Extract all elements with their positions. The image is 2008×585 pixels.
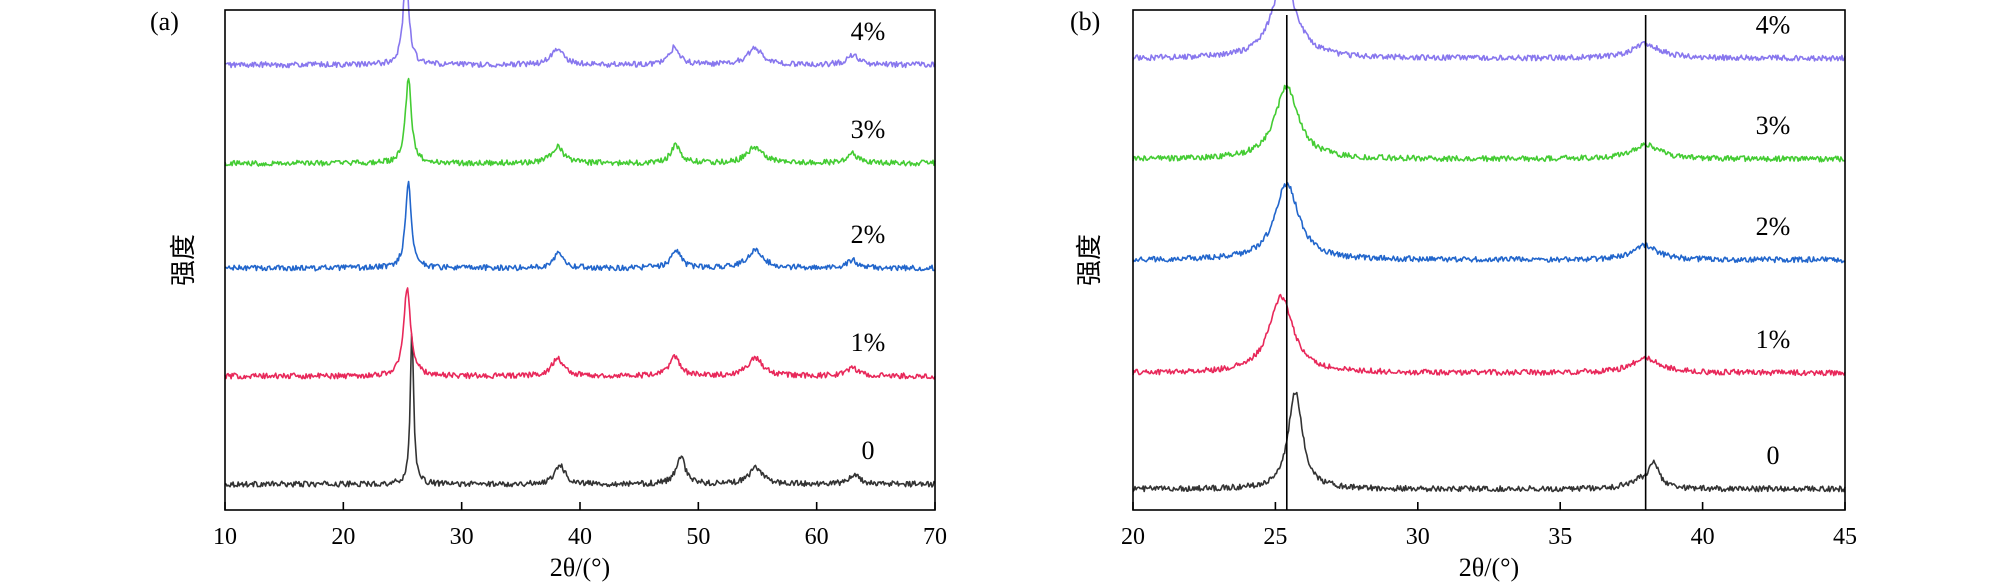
x-tick-label-5: 45 xyxy=(1833,524,1857,550)
series-label-1-0: 0 xyxy=(1767,441,1780,470)
series-line-1-1 xyxy=(1132,293,1846,377)
x-tick-label-4: 50 xyxy=(686,524,710,550)
panel-a: 0 1% 2% 3% 4% 10 20 30 40 50 60 70 2θ/(°) 强度 (a) xyxy=(150,0,947,582)
series-label-1-1: 1% xyxy=(1756,325,1791,354)
series-label-1-3: 3% xyxy=(1756,111,1791,140)
x-tick-label-1: 20 xyxy=(331,524,355,550)
y-axis-title: 强度 xyxy=(1075,234,1104,286)
series-line-1-4 xyxy=(1132,0,1846,62)
x-tick-label-5: 60 xyxy=(805,524,829,550)
x-tick-label-1: 25 xyxy=(1263,524,1287,550)
series-label-0-0: 0 xyxy=(862,436,875,465)
y-axis-title: 强度 xyxy=(169,234,198,286)
series-line-0-0 xyxy=(224,333,936,488)
series-line-0-2 xyxy=(224,180,936,272)
series-label-0-3: 3% xyxy=(851,115,886,144)
series-label-0-1: 1% xyxy=(851,328,886,357)
x-tick-label-0: 20 xyxy=(1121,524,1145,550)
panel-b: 0 1% 2% 3% 4% 20 25 30 35 40 45 2θ/(°) 强度 (b) xyxy=(1070,0,1857,582)
x-tick-label-0: 10 xyxy=(213,524,237,550)
plot-frame xyxy=(224,9,936,511)
panel-label: (a) xyxy=(150,7,179,36)
x-tick-label-2: 30 xyxy=(450,524,474,550)
x-tick-label-4: 40 xyxy=(1691,524,1715,550)
x-axis-title: 2θ/(°) xyxy=(550,553,610,582)
series-line-1-2 xyxy=(1132,182,1846,264)
panel-label: (b) xyxy=(1070,7,1100,36)
x-tick-label-2: 30 xyxy=(1406,524,1430,550)
x-axis-title: 2θ/(°) xyxy=(1459,553,1519,582)
series-line-1-0 xyxy=(1132,391,1846,493)
series-label-1-2: 2% xyxy=(1756,212,1791,241)
series-label-0-4: 4% xyxy=(851,17,886,46)
x-tick-label-3: 40 xyxy=(568,524,592,550)
x-tick-label-6: 70 xyxy=(923,524,947,550)
series-label-0-2: 2% xyxy=(851,220,886,249)
x-tick-label-3: 35 xyxy=(1548,524,1572,550)
plot-frame xyxy=(1132,9,1846,511)
series-line-0-3 xyxy=(224,77,936,167)
series-line-1-3 xyxy=(1132,84,1846,163)
series-line-0-1 xyxy=(224,287,936,380)
series-label-1-4: 4% xyxy=(1756,10,1791,39)
series-line-0-4 xyxy=(224,0,936,69)
